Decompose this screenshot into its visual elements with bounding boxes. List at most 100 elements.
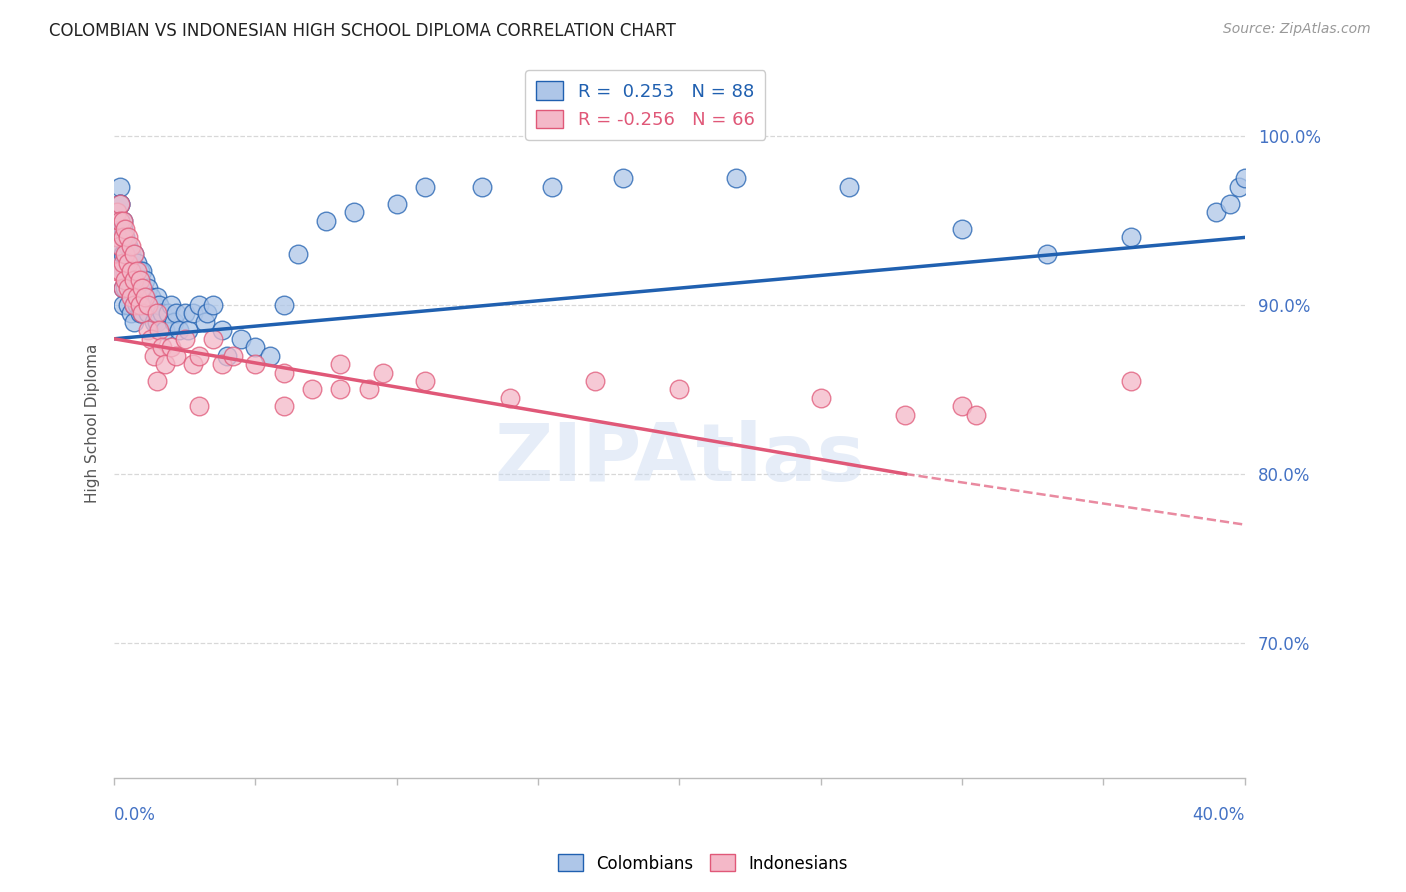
Text: Source: ZipAtlas.com: Source: ZipAtlas.com [1223,22,1371,37]
Point [131,306,153,320]
Point [136,281,159,295]
Point [122,281,145,295]
Point [139,332,162,346]
Text: 40.0%: 40.0% [1192,806,1244,824]
Point [583,374,606,388]
Point [111,256,134,270]
Point [724,171,747,186]
Point [111,230,134,244]
Point [894,408,917,422]
Point [173,306,195,320]
Point [131,264,153,278]
Point [105,230,128,244]
Point [120,239,142,253]
Point [181,306,204,320]
Point [108,196,131,211]
Point [159,298,181,312]
Point [188,298,211,312]
Point [128,306,150,320]
Point [145,315,167,329]
Point [122,298,145,312]
Point [131,306,153,320]
Point [128,264,150,278]
Point [105,230,128,244]
Point [120,306,142,320]
Point [134,298,156,312]
Text: 0.0%: 0.0% [114,806,156,824]
Point [142,298,165,312]
Point [211,357,233,371]
Point [499,391,522,405]
Y-axis label: High School Diploma: High School Diploma [86,343,100,503]
Point [111,264,134,278]
Point [1233,171,1256,186]
Point [111,298,134,312]
Point [329,383,352,397]
Point [105,222,128,236]
Point [114,230,136,244]
Point [120,264,142,278]
Point [838,179,860,194]
Point [120,289,142,303]
Point [1121,374,1143,388]
Point [211,323,233,337]
Point [111,222,134,236]
Point [117,239,139,253]
Point [145,306,167,320]
Legend: R =  0.253   N = 88, R = -0.256   N = 66: R = 0.253 N = 88, R = -0.256 N = 66 [526,70,765,140]
Point [125,256,148,270]
Point [105,264,128,278]
Point [128,298,150,312]
Point [167,323,190,337]
Point [134,289,156,303]
Point [111,213,134,227]
Legend: Colombians, Indonesians: Colombians, Indonesians [551,847,855,880]
Point [136,323,159,337]
Point [125,289,148,303]
Point [134,273,156,287]
Point [108,213,131,227]
Point [120,247,142,261]
Point [120,264,142,278]
Point [159,340,181,354]
Point [301,383,323,397]
Point [142,349,165,363]
Point [413,374,436,388]
Point [273,400,295,414]
Point [202,298,225,312]
Point [117,230,139,244]
Point [114,247,136,261]
Point [165,349,187,363]
Point [202,332,225,346]
Point [108,179,131,194]
Point [385,196,408,211]
Point [245,357,267,371]
Point [142,315,165,329]
Point [1121,230,1143,244]
Point [470,179,492,194]
Point [114,247,136,261]
Point [156,306,179,320]
Point [329,357,352,371]
Point [122,247,145,261]
Point [148,323,170,337]
Point [162,315,184,329]
Point [114,281,136,295]
Point [343,205,366,219]
Point [1227,179,1250,194]
Point [173,332,195,346]
Point [150,340,173,354]
Point [145,374,167,388]
Point [125,273,148,287]
Point [965,408,987,422]
Point [108,264,131,278]
Point [950,222,973,236]
Point [259,349,281,363]
Point [231,332,253,346]
Point [122,264,145,278]
Point [122,247,145,261]
Point [131,281,153,295]
Point [950,400,973,414]
Point [1205,205,1227,219]
Point [148,298,170,312]
